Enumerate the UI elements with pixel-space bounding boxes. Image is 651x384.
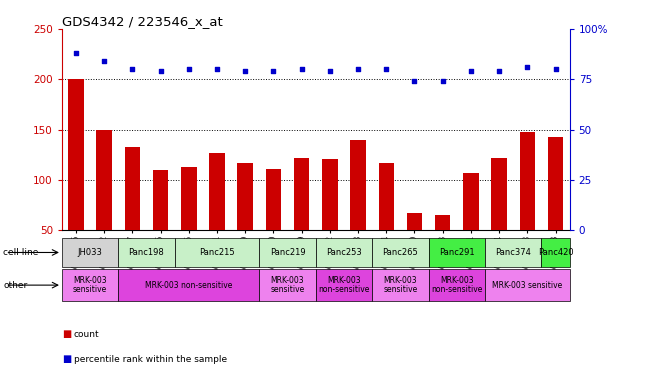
Bar [209, 153, 225, 281]
Bar [378, 163, 394, 281]
Point [353, 66, 363, 72]
Bar [372, 269, 428, 301]
Point [494, 68, 505, 74]
Text: MRK-003 non-sensitive: MRK-003 non-sensitive [145, 281, 232, 290]
Bar [519, 132, 535, 281]
Point [325, 68, 335, 74]
Text: MRK-003
non-sensitive: MRK-003 non-sensitive [431, 276, 482, 295]
Point [240, 68, 251, 74]
Text: Panc291: Panc291 [439, 248, 475, 257]
Point [522, 64, 533, 70]
Point [212, 66, 222, 72]
Text: cell line: cell line [3, 248, 38, 257]
Text: MRK-003
sensitive: MRK-003 sensitive [270, 276, 305, 295]
Point [99, 58, 109, 64]
Bar [492, 158, 507, 281]
Text: GDS4342 / 223546_x_at: GDS4342 / 223546_x_at [62, 15, 223, 28]
Bar [485, 269, 570, 301]
Point [437, 78, 448, 84]
Bar [62, 269, 118, 301]
Bar [153, 170, 169, 281]
Bar [238, 163, 253, 281]
Point [71, 50, 81, 56]
Bar [485, 238, 542, 267]
Text: Panc420: Panc420 [538, 248, 574, 257]
Bar [118, 238, 174, 267]
Point [550, 66, 561, 72]
Bar [435, 215, 450, 281]
Point [381, 66, 391, 72]
Bar [174, 238, 259, 267]
Bar [96, 129, 112, 281]
Text: Panc198: Panc198 [129, 248, 164, 257]
Text: MRK-003
sensitive: MRK-003 sensitive [383, 276, 417, 295]
Text: Panc215: Panc215 [199, 248, 235, 257]
Point [409, 78, 420, 84]
Point [465, 68, 476, 74]
Text: Panc253: Panc253 [326, 248, 362, 257]
Text: ■: ■ [62, 329, 71, 339]
Bar [428, 238, 485, 267]
Bar [68, 79, 84, 281]
Text: count: count [74, 329, 99, 339]
Bar [118, 269, 259, 301]
Text: percentile rank within the sample: percentile rank within the sample [74, 354, 227, 364]
Text: Panc219: Panc219 [270, 248, 305, 257]
Bar [316, 238, 372, 267]
Text: Panc265: Panc265 [383, 248, 418, 257]
Bar [316, 269, 372, 301]
Bar [372, 238, 428, 267]
Bar [463, 173, 478, 281]
Bar [62, 238, 118, 267]
Bar [542, 238, 570, 267]
Text: Panc374: Panc374 [495, 248, 531, 257]
Text: ■: ■ [62, 354, 71, 364]
Point [156, 68, 166, 74]
Point [127, 66, 137, 72]
Bar [259, 238, 316, 267]
Bar [294, 158, 309, 281]
Bar [407, 213, 422, 281]
Bar [259, 269, 316, 301]
Bar [428, 269, 485, 301]
Bar [124, 147, 140, 281]
Point [184, 66, 194, 72]
Bar [322, 159, 338, 281]
Point [268, 68, 279, 74]
Text: MRK-003 sensitive: MRK-003 sensitive [492, 281, 562, 290]
Point [296, 66, 307, 72]
Text: MRK-003
sensitive: MRK-003 sensitive [73, 276, 107, 295]
Bar [181, 167, 197, 281]
Bar [350, 140, 366, 281]
Text: MRK-003
non-sensitive: MRK-003 non-sensitive [318, 276, 370, 295]
Text: JH033: JH033 [77, 248, 102, 257]
Bar [547, 137, 563, 281]
Bar [266, 169, 281, 281]
Text: other: other [3, 281, 27, 290]
